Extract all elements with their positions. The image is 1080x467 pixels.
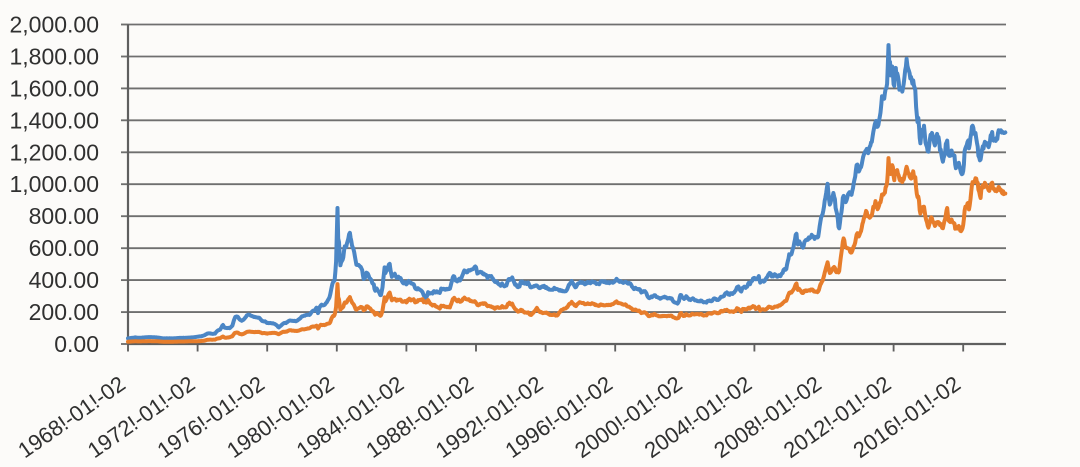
svg-text:1,800.00: 1,800.00 xyxy=(9,44,99,70)
svg-text:800.00: 800.00 xyxy=(29,203,99,229)
svg-text:1,400.00: 1,400.00 xyxy=(9,107,99,133)
svg-text:1,000.00: 1,000.00 xyxy=(9,171,99,197)
svg-text:2,000.00: 2,000.00 xyxy=(9,12,99,38)
svg-text:1,600.00: 1,600.00 xyxy=(9,75,99,101)
svg-text:200.00: 200.00 xyxy=(29,299,99,325)
svg-text:600.00: 600.00 xyxy=(29,235,99,261)
svg-text:0.00: 0.00 xyxy=(54,331,99,357)
svg-text:400.00: 400.00 xyxy=(29,267,99,293)
svg-text:1,200.00: 1,200.00 xyxy=(9,139,99,165)
